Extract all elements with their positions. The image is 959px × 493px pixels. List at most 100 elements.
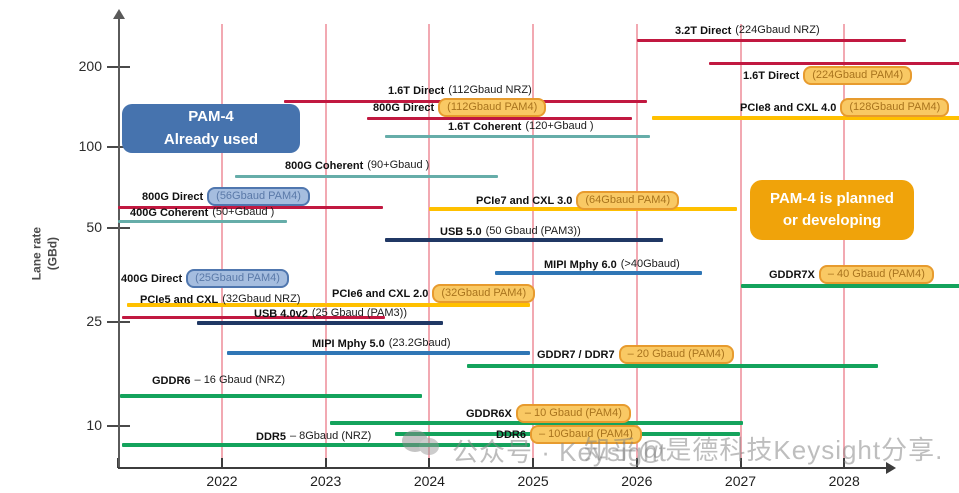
series-detail-400g-coherent: (50+Gbaud )	[212, 206, 275, 218]
x-tick-label-2025: 2025	[517, 473, 549, 489]
x-tick-2028	[843, 458, 846, 468]
wechat-icon	[402, 430, 442, 460]
x-tick-label-2027: 2027	[724, 473, 757, 489]
timeline-bar-pcie5-cxl	[126, 303, 326, 307]
series-label-800g-direct-112: 800G Direct (112Gbaud PAM4)	[373, 98, 547, 118]
y-axis-title-line1: Lane rate	[29, 226, 44, 281]
series-label-mipi-mphy-60: MIPI Mphy 6.0 (>40Gbaud)	[544, 258, 680, 271]
x-axis	[118, 467, 888, 469]
series-name-gddr7x: GDDR7X	[769, 268, 815, 281]
series-detail-400g-direct-25: (25Gbaud PAM4)	[186, 269, 289, 289]
series-name-800g-direct-56: 800G Direct	[142, 190, 204, 203]
timeline-bar-3-2t-direct	[636, 38, 907, 42]
series-name-usb-40v2: USB 4.0v2	[254, 307, 308, 320]
series-name-gddr6x: GDDR6X	[466, 407, 512, 420]
y-tick-label-100: 100	[78, 138, 102, 154]
gridline-2025	[532, 24, 535, 467]
series-detail-gddr7x: – 40 Gbaud (PAM4)	[818, 265, 934, 285]
series-detail-800g-coherent: (90+Gbaud )	[367, 159, 430, 171]
series-name-pcie6-cxl20: PCIe6 and CXL 2.0	[332, 287, 429, 300]
timeline-bar-ddr5	[122, 443, 530, 447]
timeline-bar-mipi-mphy-50	[227, 351, 530, 355]
timeline-bar-pcie8-cxl40	[652, 116, 959, 120]
x-tick-label-2026: 2026	[621, 473, 653, 489]
timeline-bar-1-6t-direct-224	[709, 61, 959, 65]
series-detail-1-6t-direct-224: (224Gbaud PAM4)	[803, 66, 913, 86]
y-tick-label-10: 10	[86, 417, 102, 433]
wechat-bubble-small	[419, 438, 439, 455]
series-detail-800g-direct-112: (112Gbaud PAM4)	[438, 98, 547, 118]
series-detail-usb-50: (50 Gbaud (PAM3))	[485, 225, 581, 237]
series-detail-mipi-mphy-60: (>40Gbaud)	[620, 258, 680, 270]
timeline-bar-gddr7x	[740, 284, 959, 288]
timeline-bar-usb-50	[384, 238, 663, 242]
series-detail-1-6t-direct-112: (112Gbaud NRZ)	[448, 84, 532, 96]
x-tick-2022	[221, 458, 223, 468]
series-detail-pcie8-cxl40: (128Gbaud PAM4)	[840, 98, 950, 118]
series-label-400g-direct-25: 400G Direct (25Gbaud PAM4)	[121, 269, 289, 289]
series-label-pcie8-cxl40: PCIe8 and CXL 4.0 (128Gbaud PAM4)	[740, 98, 950, 118]
pam4-already-used-line1: PAM-4	[188, 108, 234, 125]
series-label-ddr5: DDR5– 8Gbaud (NRZ)	[256, 430, 371, 443]
series-detail-3-2t-direct: (224Gbaud NRZ)	[735, 24, 820, 36]
x-tick-label-2028: 2028	[828, 473, 860, 489]
x-tick-label-2024: 2024	[413, 473, 445, 489]
x-tick-2023	[324, 458, 327, 468]
series-name-800g-coherent: 800G Coherent	[285, 159, 364, 172]
series-detail-ddr5: – 8Gbaud (NRZ)	[289, 430, 372, 442]
series-label-gddr6x: GDDR6X – 10 Gbaud (PAM4)	[466, 404, 631, 424]
y-tick-label-25: 25	[86, 313, 102, 329]
series-name-800g-direct-112: 800G Direct	[373, 101, 435, 114]
x-tick-2027	[739, 458, 742, 468]
y-axis	[118, 18, 120, 469]
series-detail-pcie5-cxl: (32Gbaud NRZ)	[222, 293, 301, 305]
series-detail-1-6t-coherent: (120+Gbaud )	[525, 120, 594, 132]
series-label-ddr6: DDR6– 10Gbaud (PAM4)	[496, 425, 642, 445]
pam4-already-used-line2: Already used	[163, 130, 259, 148]
gridline-2026	[635, 24, 638, 467]
series-label-pcie6-cxl20: PCIe6 and CXL 2.0 (32Gbaud PAM4)	[332, 284, 536, 304]
series-detail-gddr6x: – 10 Gbaud (PAM4)	[515, 404, 631, 424]
x-tick-2024	[428, 458, 431, 468]
series-label-gddr6: GDDR6– 16 Gbaud (NRZ)	[152, 374, 285, 387]
series-name-pcie5-cxl: PCIe5 and CXL	[140, 293, 219, 306]
gridline-2028	[843, 24, 846, 467]
timeline-bar-400g-direct-25	[122, 315, 385, 319]
timeline-bar-gddr6	[120, 394, 423, 398]
series-label-3-2t-direct: 3.2T Direct (224Gbaud NRZ)	[675, 24, 820, 37]
series-label-1-6t-direct-224: 1.6T Direct (224Gbaud PAM4)	[743, 66, 913, 86]
x-tick-label-2023: 2023	[310, 473, 342, 489]
series-detail-800g-direct-56: (56Gbaud PAM4)	[207, 187, 310, 207]
gridline-2024	[428, 24, 431, 467]
timeline-bar-800g-coherent	[235, 174, 498, 178]
series-label-400g-coherent: 400G Coherent (50+Gbaud )	[130, 206, 274, 219]
y-axis-arrow-icon	[113, 9, 125, 19]
pam4-already-used-callout: PAM-4 Already used	[122, 104, 300, 153]
series-name-pcie8-cxl40: PCIe8 and CXL 4.0	[740, 101, 837, 114]
pam4-planned-callout: PAM-4 is planned or developing	[750, 180, 914, 240]
series-label-gddr7x: GDDR7X – 40 Gbaud (PAM4)	[769, 265, 934, 285]
series-name-ddr5: DDR5	[256, 430, 286, 443]
series-detail-mipi-mphy-50: (23.2Gbaud)	[388, 337, 451, 349]
series-label-1-6t-coherent: 1.6T Coherent (120+Gbaud )	[448, 120, 594, 133]
series-name-gddr6: GDDR6	[152, 374, 191, 387]
y-axis-title-line2: (GBd)	[45, 236, 59, 271]
series-detail-usb-40v2: (25 Gbaud (PAM3))	[311, 307, 407, 319]
gridline-2023	[324, 24, 327, 467]
x-tick-2026	[635, 458, 638, 468]
series-name-1-6t-coherent: 1.6T Coherent	[448, 120, 522, 133]
timeline-bar-mipi-mphy-60	[494, 271, 703, 275]
gridline-2027	[739, 24, 742, 467]
gridline-2022	[221, 24, 223, 467]
timeline-bar-400g-coherent	[118, 219, 288, 223]
series-name-gddr7-ddr7: GDDR7 / DDR7	[537, 348, 615, 361]
series-label-1-6t-direct-112: 1.6T Direct (112Gbaud NRZ)	[388, 84, 532, 97]
pam4-planned-line1: PAM-4 is planned	[770, 189, 894, 207]
pam4-planned-line2: or developing	[782, 212, 882, 229]
series-label-800g-coherent: 800G Coherent (90+Gbaud )	[285, 159, 429, 172]
series-name-ddr6: DDR6	[496, 428, 526, 441]
series-name-pcie7-cxl30: PCIe7 and CXL 3.0	[476, 194, 573, 207]
x-tick-2025	[532, 458, 535, 468]
series-label-usb-50: USB 5.0 (50 Gbaud (PAM3))	[440, 225, 581, 238]
series-name-3-2t-direct: 3.2T Direct	[675, 24, 732, 37]
